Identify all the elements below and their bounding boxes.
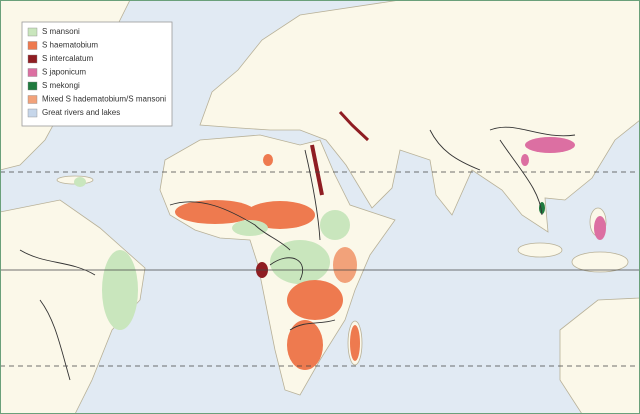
river <box>19 249 96 276</box>
legend-swatch <box>27 81 38 91</box>
area <box>350 325 360 361</box>
legend-swatch <box>27 27 38 37</box>
legend-swatch <box>27 41 38 50</box>
area <box>287 320 323 370</box>
area <box>245 201 315 229</box>
river <box>429 129 481 171</box>
legend-swatch <box>27 68 38 77</box>
australia <box>559 297 640 414</box>
area <box>310 144 324 196</box>
river <box>39 299 71 381</box>
legend-label: Great rivers and lakes <box>42 108 120 117</box>
area <box>232 220 268 236</box>
legend-label: S mekongi <box>42 81 80 90</box>
eurasia <box>199 0 640 233</box>
latitude-lines <box>0 171 640 367</box>
legend-label: S mansoni <box>42 27 80 36</box>
area <box>320 210 350 240</box>
area <box>525 137 575 153</box>
area <box>338 110 370 142</box>
legend-label: S intercalatum <box>42 54 93 63</box>
river <box>304 149 321 241</box>
area <box>333 247 357 283</box>
river <box>289 319 336 331</box>
legend-label: S haematobium <box>42 41 98 50</box>
legend-swatch <box>27 108 38 118</box>
river <box>499 139 543 216</box>
legend: S mansoni S haematobium S intercalatum S ja… <box>21 21 173 127</box>
rivers <box>19 126 576 381</box>
area <box>102 250 138 330</box>
island <box>517 242 563 258</box>
area <box>521 154 529 166</box>
legend-box <box>21 21 173 127</box>
river <box>169 201 291 251</box>
area <box>594 216 606 240</box>
area <box>74 177 86 187</box>
area <box>263 154 273 166</box>
legend-swatch <box>27 95 38 104</box>
legend-label: S japonicum <box>42 68 86 77</box>
legend-label: Mixed S hadematobium/S mansoni <box>42 95 166 104</box>
island <box>571 251 629 273</box>
river <box>269 257 304 281</box>
area <box>287 280 343 320</box>
area <box>175 200 255 224</box>
river <box>489 126 576 137</box>
legend-swatch <box>27 54 38 64</box>
